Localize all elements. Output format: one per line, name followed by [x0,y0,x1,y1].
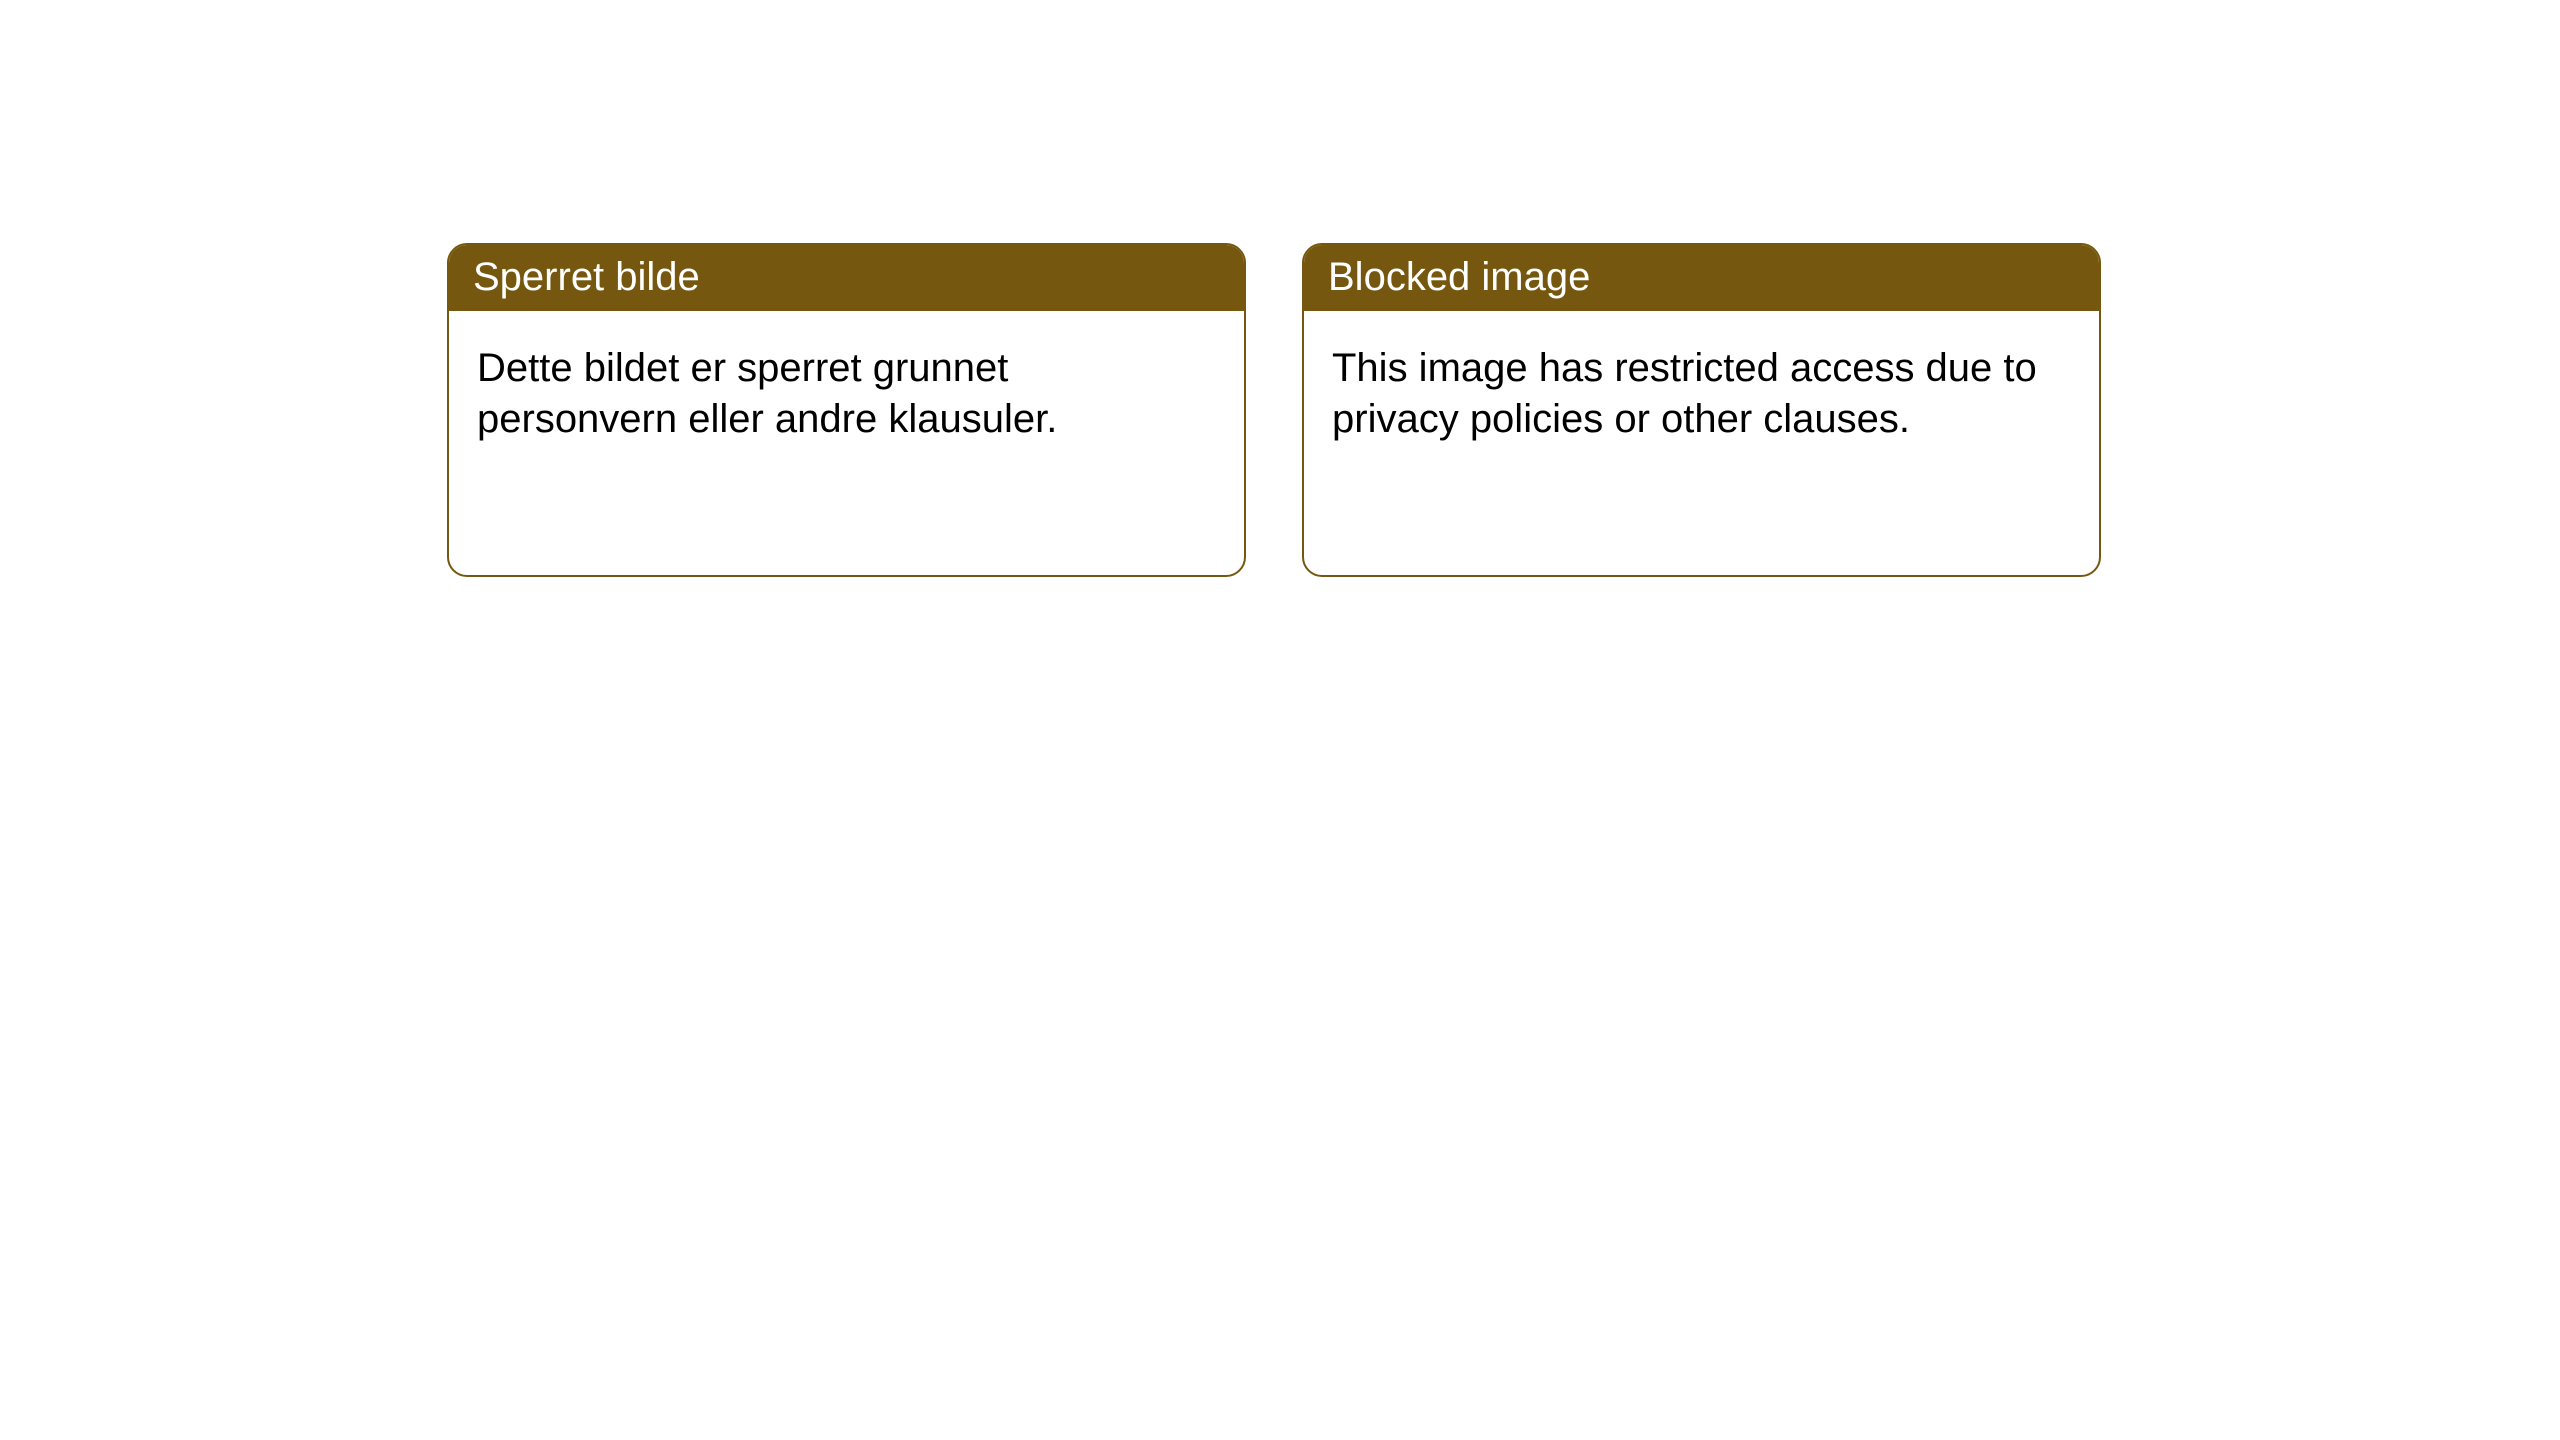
card-title: Blocked image [1328,255,1590,299]
card-body-text: Dette bildet er sperret grunnet personve… [477,346,1057,441]
card-title: Sperret bilde [473,255,700,299]
card-body: This image has restricted access due to … [1304,311,2099,477]
card-header: Blocked image [1304,245,2099,311]
notice-card-norwegian: Sperret bilde Dette bildet er sperret gr… [447,243,1246,577]
notice-card-english: Blocked image This image has restricted … [1302,243,2101,577]
notice-container: Sperret bilde Dette bildet er sperret gr… [0,0,2560,577]
card-body: Dette bildet er sperret grunnet personve… [449,311,1244,477]
card-body-text: This image has restricted access due to … [1332,346,2037,441]
card-header: Sperret bilde [449,245,1244,311]
